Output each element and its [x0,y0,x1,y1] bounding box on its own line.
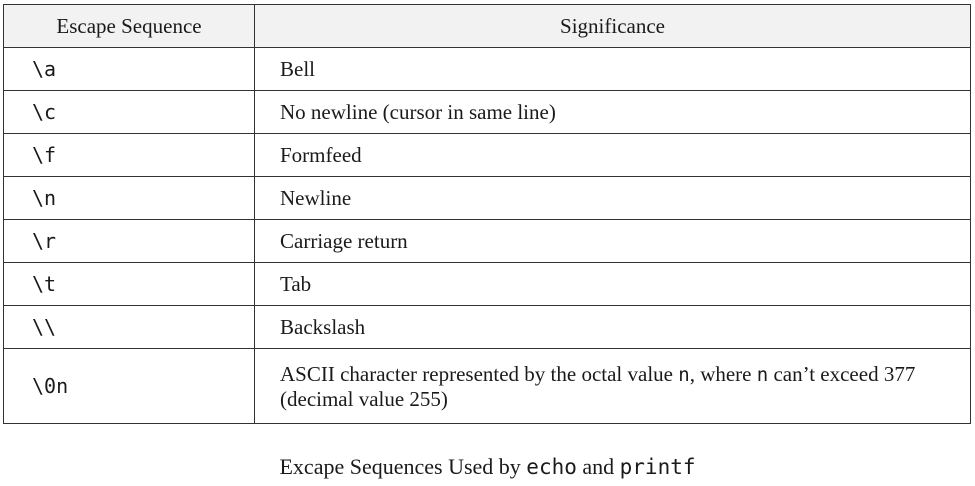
significance-text: can’t exceed 377 (decimal value 255) [280,361,916,411]
significance-cell: No newline (cursor in same line) [254,90,971,134]
escape-sequence-cell: \\ [3,305,255,349]
table-header-row: Escape Sequence Significance [3,4,971,48]
significance-cell: Backslash [254,305,971,349]
escape-sequence-cell: \0n [3,348,255,424]
table-row: \f Formfeed [3,133,971,177]
significance-cell: Carriage return [254,219,971,263]
escape-sequence-table: Escape Sequence Significance \a Bell \c … [3,4,971,424]
escape-sequence-cell: \t [3,262,255,306]
escape-sequence-cell: \a [3,47,255,91]
header-escape-sequence: Escape Sequence [3,4,255,48]
caption-text: and [576,454,620,479]
header-significance: Significance [254,4,971,48]
significance-text: ASCII character represented by the octal… [280,361,679,386]
octal-placeholder-code: n [756,363,769,386]
significance-cell: ASCII character represented by the octal… [254,348,971,424]
table-row: \a Bell [3,47,971,91]
table-row: \\ Backslash [3,305,971,349]
significance-cell: Formfeed [254,133,971,177]
caption-text: Excape Sequences Used by [279,454,527,479]
escape-sequence-cell: \c [3,90,255,134]
table-row: \c No newline (cursor in same line) [3,90,971,134]
escape-sequence-cell: \n [3,176,255,220]
significance-cell: Tab [254,262,971,306]
table-row: \r Carriage return [3,219,971,263]
escape-sequence-table-container: Escape Sequence Significance \a Bell \c … [3,4,971,424]
caption-command-echo: echo [526,455,577,479]
octal-placeholder-code: n [678,363,690,386]
table-row: \t Tab [3,262,971,306]
significance-cell: Newline [254,176,971,220]
table-caption: Excape Sequences Used by echo and printf [0,454,975,480]
significance-text: , where [689,361,757,386]
caption-command-printf: printf [619,455,696,479]
significance-cell: Bell [254,47,971,91]
escape-sequence-cell: \r [3,219,255,263]
table-row: \0n ASCII character represented by the o… [3,348,971,424]
escape-sequence-cell: \f [3,133,255,177]
table-row: \n Newline [3,176,971,220]
